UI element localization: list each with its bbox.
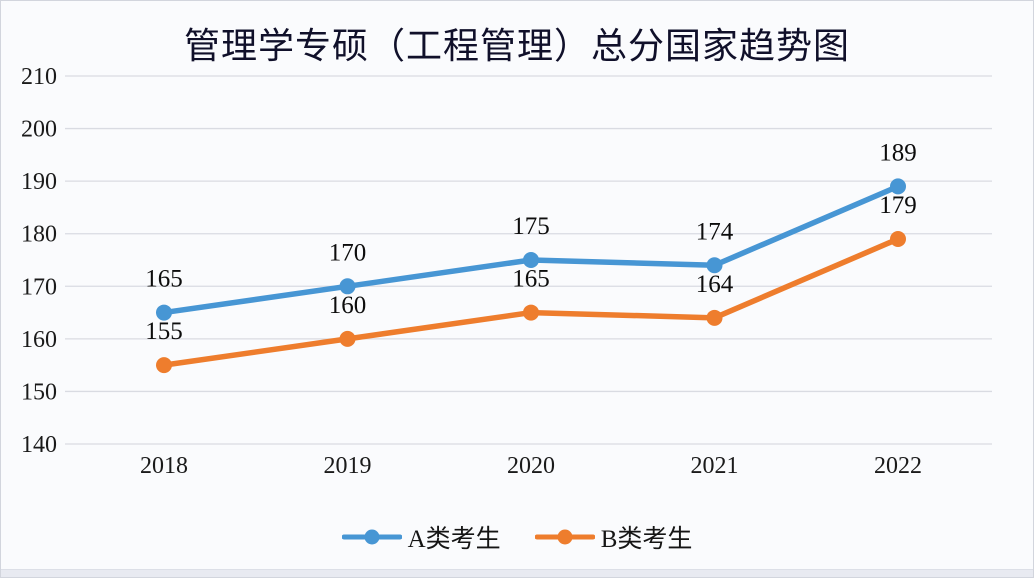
data-point-label-1: 160	[329, 292, 367, 319]
legend-item-0: A类考生	[341, 519, 501, 555]
chart-title: 管理学专硕（工程管理）总分国家趋势图	[183, 26, 850, 66]
y-tick-label: 170	[21, 274, 57, 300]
data-point-marker-0	[523, 252, 539, 268]
data-point-label-1: 155	[145, 318, 183, 345]
y-tick-label: 190	[21, 169, 57, 195]
data-point-label-0: 165	[145, 266, 183, 293]
data-point-marker-0	[890, 178, 906, 195]
data-point-marker-0	[339, 278, 356, 295]
y-tick-label: 140	[21, 432, 57, 458]
y-tick-label: 200	[21, 117, 57, 143]
series-line-0	[161, 183, 901, 316]
data-point-marker-1	[339, 330, 356, 347]
x-tick-label: 2021	[691, 453, 739, 479]
legend-line-marker-icon	[534, 529, 595, 545]
data-point-label-0: 174	[696, 218, 734, 245]
legend-label-0: A类考生	[407, 526, 501, 553]
data-point-marker-1	[156, 357, 172, 374]
chart-legend: A类考生 B类考生	[1, 519, 1033, 555]
x-tick-label: 2018	[140, 453, 188, 479]
legend-item-1: B类考生	[534, 519, 693, 555]
legend-line-marker-icon	[341, 529, 402, 545]
data-point-label-0: 189	[879, 139, 917, 166]
data-point-marker-1	[523, 304, 539, 321]
x-tick-label: 2022	[874, 453, 922, 479]
data-point-marker-1	[706, 309, 723, 326]
bottom-edge-strip	[1, 569, 1033, 577]
data-point-label-0: 170	[329, 239, 367, 266]
y-tick-label: 160	[21, 327, 57, 353]
y-tick-label: 180	[21, 222, 57, 248]
data-point-label-0: 175	[512, 213, 550, 240]
data-point-marker-0	[156, 304, 172, 321]
data-point-label-1: 179	[879, 192, 917, 219]
legend-label-1: B类考生	[600, 526, 693, 553]
y-tick-label: 210	[21, 64, 57, 90]
x-tick-label: 2020	[507, 453, 555, 479]
data-point-marker-0	[706, 257, 723, 274]
x-tick-label: 2019	[324, 453, 372, 479]
y-tick-label: 150	[21, 379, 57, 405]
data-point-label-1: 165	[512, 266, 550, 293]
data-point-marker-1	[890, 230, 906, 247]
data-point-label-1: 164	[696, 271, 734, 298]
